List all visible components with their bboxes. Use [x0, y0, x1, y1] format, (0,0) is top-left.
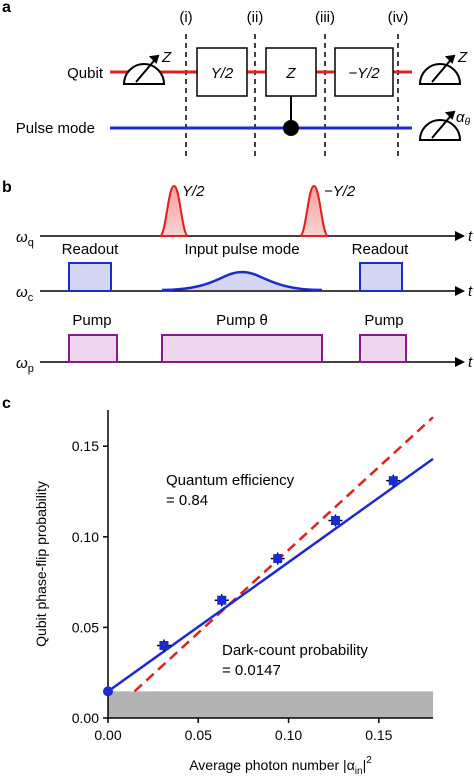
meter-right-qubit-label: Z [457, 49, 468, 66]
step-dividers [185, 34, 399, 158]
time-label-p: t [468, 354, 473, 371]
pump-right-label: Pump [364, 312, 403, 329]
step-label-i: (i) [179, 9, 192, 26]
annotation-efficiency-value: = 0.84 [166, 492, 208, 509]
panel-label-b: b [2, 179, 12, 196]
x-tick-label: 0.15 [365, 727, 392, 743]
qubit-label: Qubit [67, 65, 104, 82]
step-label-iii: (iii) [315, 9, 335, 26]
pump-left-label: Pump [72, 312, 111, 329]
time-label-q: t [468, 228, 473, 245]
readout-right-label: Readout [352, 241, 410, 258]
meter-right-pulse-icon [418, 110, 462, 141]
fit-line [107, 457, 434, 693]
gate-minus-y-half [334, 47, 394, 97]
annotation-dark-value: = 0.0147 [222, 662, 281, 679]
x-tick-label: 0.00 [94, 727, 121, 743]
panel-label-c: c [2, 395, 11, 412]
gate-z [265, 47, 317, 97]
arrow-p-icon [455, 357, 465, 367]
input-pulse-mode [161, 270, 323, 292]
readout-left-label: Readout [62, 241, 120, 258]
data-point [331, 516, 340, 526]
y-tick-label: 0.05 [72, 619, 99, 635]
step-label-iv: (iv) [388, 9, 409, 26]
gate-minus-y-half-label: −Y/2 [348, 65, 380, 82]
panel-c: c 0.00 0.05 0.10 0.15 0.00 0.05 0.10 0.15 Quantu… [2, 395, 434, 777]
data-point [273, 554, 283, 564]
pulse-mode-label: Pulse mode [16, 120, 95, 137]
qubit-pulse-y-half [159, 184, 189, 237]
gate-z-label: Z [285, 65, 296, 82]
meter-right-pulse-label: αθ [456, 109, 471, 128]
x-tick-label: 0.05 [185, 727, 212, 743]
pump-mid-label: Pump θ [216, 312, 268, 329]
annotation-dark-title: Dark-count probability [222, 642, 368, 659]
row-label-p: ωp [16, 355, 34, 375]
x-axis-title: Average photon number |αin|2 [189, 755, 372, 777]
y-tick-label: 0.15 [72, 438, 99, 454]
data-point [388, 476, 398, 486]
panel-b: b ωq ωc ωp t t t Y/2 −Y/2 Readout Input … [2, 179, 473, 375]
qubit-pulse-label-1: Y/2 [182, 183, 205, 200]
gate-y-half-label: Y/2 [211, 65, 234, 82]
annotation-efficiency-title: Quantum efficiency [166, 472, 295, 489]
qubit-pulse-label-2: −Y/2 [324, 183, 356, 200]
pump-mid-pulse [161, 334, 323, 363]
pump-left-pulse [68, 334, 118, 363]
control-dot [283, 120, 299, 136]
data-point [159, 641, 169, 651]
arrow-q-icon [455, 231, 465, 241]
data-point [103, 686, 113, 697]
x-tick-label: 0.10 [275, 727, 302, 743]
data-point [217, 595, 227, 605]
step-label-ii: (ii) [247, 9, 264, 26]
chart: 0.00 0.05 0.10 0.15 0.00 0.05 0.10 0.15 Quantum … [33, 410, 434, 777]
input-mode-label: Input pulse mode [184, 241, 299, 258]
row-label-q: ωq [16, 229, 34, 249]
arrow-c-icon [455, 286, 465, 296]
y-axis-title: Qubit phase-flip probability [33, 481, 49, 647]
pump-right-pulse [359, 334, 407, 363]
gate-y-half [196, 47, 248, 97]
y-tick-label: 0.00 [72, 710, 99, 726]
meter-left-label: Z [161, 49, 172, 66]
meter-right-qubit-icon [418, 54, 462, 85]
panel-label-a: a [2, 0, 11, 16]
y-tick-label: 0.10 [72, 529, 99, 545]
row-label-c: ωc [16, 284, 34, 304]
meter-left-icon [122, 54, 166, 85]
panel-a: a (i) (ii) (iii) (iv) Qubit Pulse mode Z… [2, 0, 471, 158]
time-label-c: t [468, 283, 473, 300]
efficiency-line [133, 416, 434, 693]
readout-left-pulse [68, 262, 112, 292]
dark-count-band [108, 691, 433, 718]
readout-right-pulse [359, 262, 403, 292]
qubit-pulse-minus-y-half [299, 184, 329, 237]
